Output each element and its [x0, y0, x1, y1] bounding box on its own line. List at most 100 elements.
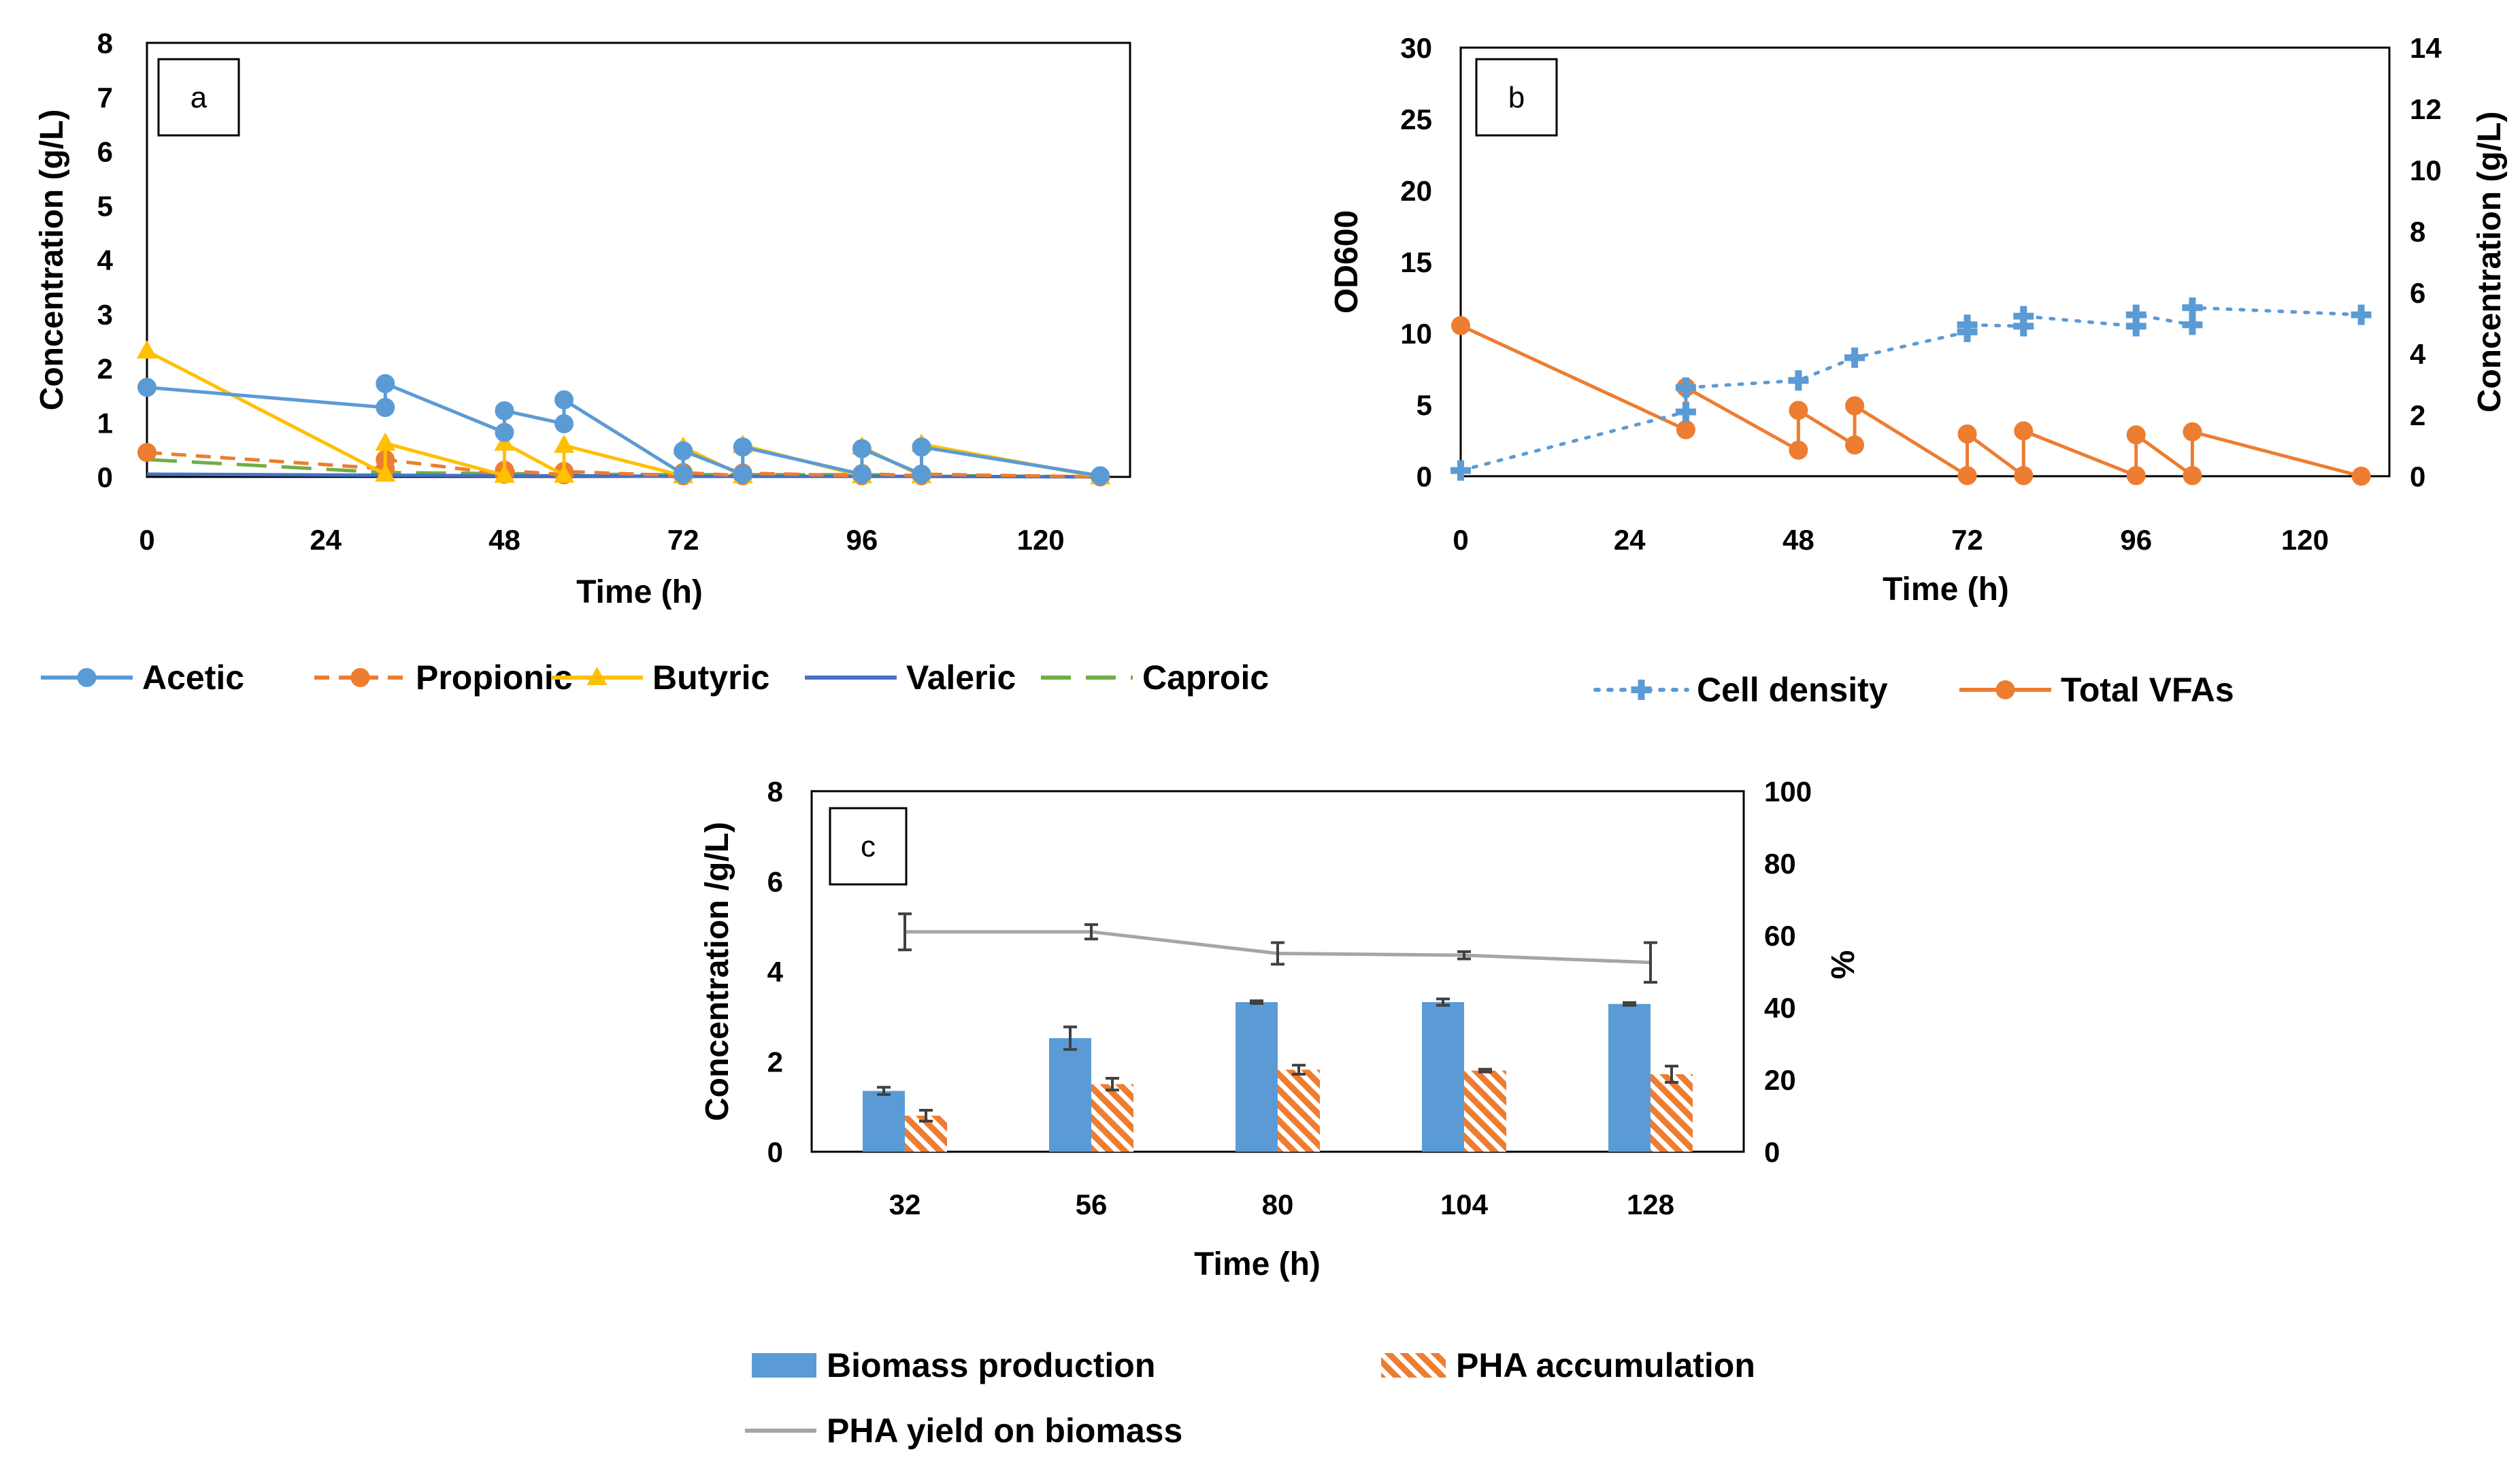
y-tick-label: 0: [767, 1136, 783, 1168]
cell-density-point: [1675, 377, 1696, 398]
butyric-point: [494, 464, 515, 483]
x-tick-label: 0: [1453, 524, 1468, 556]
x-tick-label: 48: [488, 524, 520, 556]
y-tick-label: 0: [97, 461, 113, 493]
legend-label: PHA yield on biomass: [827, 1412, 1182, 1450]
cell-density-point: [2013, 305, 2034, 327]
y-axis-label: Concentration /g/L): [699, 822, 735, 1121]
biomass-bar: [1236, 1002, 1278, 1152]
y-right-tick-label: 0: [2410, 461, 2425, 493]
legend-marker: [1995, 680, 2015, 699]
x-category-label: 32: [889, 1188, 921, 1220]
y-right-axis-label: Concentration (g/L): [2472, 112, 2508, 413]
total-vfas-point: [2183, 466, 2202, 486]
butyric-point: [375, 463, 396, 482]
y-right-axis-label: %: [1825, 950, 1861, 980]
total-vfas-point: [1845, 435, 1865, 455]
x-tick-label: 48: [1783, 524, 1814, 556]
pha-bar: [1278, 1069, 1320, 1152]
y-tick-label: 6: [97, 136, 113, 168]
acetic-point: [733, 437, 752, 457]
butyric-point: [137, 339, 157, 359]
y-right-tick-label: 40: [1764, 992, 1796, 1024]
legend-swatch: [752, 1353, 816, 1378]
legend-marker: [586, 667, 608, 685]
legend-swatch: [1381, 1353, 1446, 1378]
legend-label: Propionic: [416, 659, 573, 697]
y-right-tick-label: 10: [2410, 154, 2442, 186]
x-axis-label: Time (h): [576, 574, 703, 610]
panel-label-a-box: [157, 58, 240, 137]
y-tick-label: 20: [1400, 175, 1432, 207]
y-tick-label: 25: [1400, 103, 1432, 135]
y-tick-label: 15: [1400, 246, 1432, 278]
y-right-tick-label: 20: [1764, 1064, 1796, 1096]
legend-label: PHA accumulation: [1456, 1346, 1755, 1384]
cell-density-point: [2182, 314, 2203, 335]
y-tick-label: 6: [767, 866, 783, 898]
legend-marker: [1631, 680, 1652, 700]
acetic-point: [554, 414, 574, 433]
legend-label: Valeric: [906, 659, 1016, 697]
caproic-series-line: [146, 457, 1101, 479]
panel-label-b-box: [1475, 58, 1558, 137]
y-right-tick-label: 4: [2410, 338, 2426, 370]
y-right-tick-label: 0: [1764, 1136, 1780, 1168]
y-tick-label: 3: [97, 299, 113, 331]
total-vfas-series-line: [1459, 324, 2362, 480]
x-tick-label: 120: [2281, 524, 2329, 556]
pha-bar: [1091, 1084, 1133, 1152]
acetic-point: [495, 401, 514, 420]
panel-label-c-box: [829, 807, 908, 886]
panel-label-b: b: [1508, 81, 1525, 114]
x-axis-label: Time (h): [1194, 1246, 1321, 1282]
acetic-point: [495, 422, 514, 442]
y-tick-label: 5: [1416, 389, 1432, 421]
y-tick-label: 8: [97, 27, 113, 59]
y-right-tick-label: 2: [2410, 399, 2425, 431]
acetic-point: [137, 378, 156, 397]
y-right-tick-label: 8: [2410, 216, 2425, 248]
biomass-bar: [1422, 1002, 1464, 1152]
butyric-point: [554, 434, 575, 453]
x-tick-label: 24: [1614, 524, 1646, 556]
x-tick-label: 0: [139, 524, 154, 556]
acetic-point: [733, 465, 752, 484]
pha-bar: [1651, 1074, 1693, 1152]
y-tick-label: 8: [767, 776, 783, 808]
legend-marker: [350, 668, 370, 687]
cell-density-point: [2125, 316, 2146, 337]
legend-label: Butyric: [652, 659, 769, 697]
panel-label-a: a: [190, 81, 208, 114]
cell-density-point: [2351, 304, 2372, 325]
butyric-series-line: [146, 349, 1101, 479]
acetic-point: [912, 465, 931, 484]
acetic-point: [852, 439, 872, 459]
acetic-point: [1091, 466, 1110, 486]
cell-density-point: [1450, 460, 1471, 481]
propionic-series-line: [146, 450, 1101, 479]
acetic-point: [376, 373, 395, 393]
y-right-tick-label: 14: [2410, 32, 2442, 64]
legend-marker: [77, 668, 97, 687]
y-tick-label: 5: [97, 190, 113, 222]
x-tick-label: 96: [2120, 524, 2152, 556]
legend-label: Caproic: [1142, 659, 1269, 697]
x-category-label: 56: [1076, 1188, 1108, 1220]
legend-label: Cell density: [1697, 671, 1888, 709]
propionic-point: [137, 443, 156, 463]
x-tick-label: 72: [1951, 524, 1983, 556]
x-tick-label: 24: [310, 524, 342, 556]
cell-density-point: [2125, 304, 2146, 325]
acetic-point: [674, 465, 693, 484]
cell-density-point: [1844, 347, 1866, 368]
x-tick-label: 96: [846, 524, 878, 556]
x-category-label: 104: [1440, 1188, 1489, 1220]
total-vfas-point: [2126, 466, 2146, 486]
legend-label: Biomass production: [827, 1346, 1155, 1384]
total-vfas-point: [1676, 420, 1695, 439]
y-tick-label: 4: [97, 244, 114, 276]
butyric-point: [554, 464, 575, 483]
acetic-point: [674, 441, 693, 461]
